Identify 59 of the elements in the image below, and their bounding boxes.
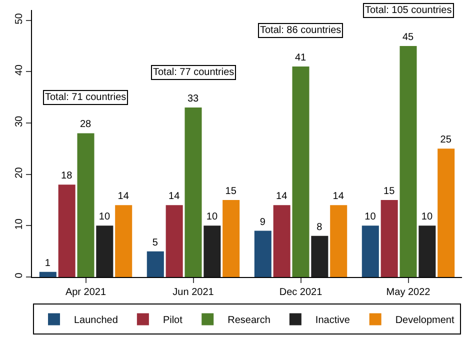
x-tick-label: May 2022 xyxy=(386,287,431,298)
bar xyxy=(362,226,379,277)
data-label: 5 xyxy=(152,237,158,248)
bar xyxy=(58,184,76,277)
x-tick-label: Apr 2021 xyxy=(65,287,106,298)
x-tick-label: Jun 2021 xyxy=(172,287,214,298)
data-label: 15 xyxy=(384,186,396,197)
annotation: Total: 105 countries xyxy=(365,5,452,16)
data-label: 10 xyxy=(206,212,218,223)
annotation: Total: 86 countries xyxy=(260,25,342,36)
y-tick-label: 50 xyxy=(14,12,25,24)
data-label: 41 xyxy=(294,52,307,64)
legend-label: Launched xyxy=(74,315,118,326)
y-tick-label: 20 xyxy=(14,166,25,178)
bar xyxy=(254,230,272,277)
bar xyxy=(380,200,398,277)
bar xyxy=(273,205,290,277)
data-label: 14 xyxy=(332,191,344,202)
bar xyxy=(115,205,132,277)
data-label: 33 xyxy=(187,94,200,105)
data-label: 10 xyxy=(364,212,376,223)
bar xyxy=(418,226,436,277)
bar xyxy=(438,148,455,277)
legend-label: Development xyxy=(395,315,454,326)
data-label: 45 xyxy=(402,32,414,43)
annotation: Total: 77 countries xyxy=(153,67,234,78)
data-label: 8 xyxy=(316,222,323,233)
data-label: 10 xyxy=(421,212,433,223)
y-tick-label: 30 xyxy=(14,115,25,128)
bar xyxy=(96,226,114,277)
bar xyxy=(311,236,328,277)
data-label: 15 xyxy=(225,186,237,197)
data-label: 14 xyxy=(276,191,288,202)
legend-label: Inactive xyxy=(315,315,350,326)
bar xyxy=(39,272,56,277)
bar xyxy=(222,200,240,277)
data-label: 25 xyxy=(440,134,452,146)
bar xyxy=(77,133,94,277)
bar xyxy=(400,46,417,277)
bar xyxy=(330,205,348,277)
data-label: 9 xyxy=(260,216,266,228)
bar xyxy=(184,108,202,277)
legend-label: Pilot xyxy=(162,315,183,326)
data-label: 10 xyxy=(98,212,110,223)
data-label: 14 xyxy=(168,191,180,202)
annotation: Total: 71 countries xyxy=(45,92,126,103)
data-label: 28 xyxy=(80,119,92,130)
data-label: 18 xyxy=(61,170,73,182)
data-label: 14 xyxy=(118,191,130,202)
y-tick-label: 10 xyxy=(14,218,25,230)
bar xyxy=(292,66,310,277)
bar xyxy=(146,251,164,277)
data-label: 1 xyxy=(44,258,51,269)
bar xyxy=(204,226,221,277)
y-tick-label: 0 xyxy=(14,272,25,278)
y-tick-label: 40 xyxy=(14,64,25,76)
legend-label: Research xyxy=(228,315,270,326)
x-tick-label: Dec 2021 xyxy=(279,287,323,298)
bar xyxy=(166,205,183,277)
